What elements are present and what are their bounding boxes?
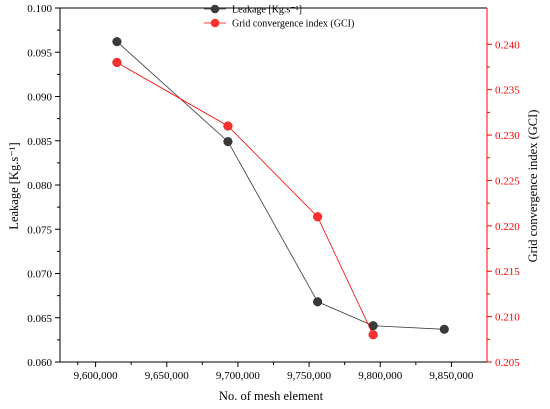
y-tick-label: 0.080: [27, 180, 52, 192]
legend-marker-gci: [210, 18, 220, 28]
x-tick-label: 9,850,000: [429, 370, 474, 382]
x-tick-label: 9,650,000: [145, 370, 190, 382]
y2-tick-label: 0.210: [495, 312, 520, 324]
data-point-gci: [313, 212, 323, 222]
legend-label-leakage: Leakage [Kg.s⁻¹]: [232, 5, 302, 16]
data-point-leakage: [112, 37, 122, 47]
y2-tick-label: 0.235: [495, 85, 520, 97]
x-tick-label: 9,750,000: [287, 370, 332, 382]
series-line-gci: [116, 62, 374, 335]
y-axis-right: 0.205 0.210 0.215 0.220 0.225 0.230 0.235 0.240: [487, 39, 520, 369]
legend-label-gci: Grid convergence index (GCI): [232, 19, 354, 30]
data-point-leakage: [223, 137, 233, 147]
y-axis-left: 0.060 0.065 0.070 0.075 0.080 0.085 0.090 0.095…: [27, 3, 60, 369]
y2-tick-label: 0.230: [495, 130, 520, 142]
x-tick-label: 9,800,000: [358, 370, 403, 382]
y2-tick-label: 0.225: [495, 175, 520, 187]
legend: Leakage [Kg.s⁻¹] Grid convergence index …: [204, 5, 354, 30]
y2-tick-label: 0.240: [495, 39, 520, 51]
y-tick-label: 0.090: [27, 92, 52, 104]
y-tick-label: 0.075: [27, 224, 52, 236]
data-point-gci: [368, 330, 378, 340]
data-point-leakage: [439, 324, 449, 334]
x-tick-label: 9,600,000: [74, 370, 119, 382]
y2-axis-label: Grid convergence index (GCI): [526, 110, 540, 263]
y-tick-label: 0.070: [27, 269, 52, 281]
y-tick-label: 0.100: [27, 3, 52, 15]
series-line-leakage: [116, 41, 445, 330]
y2-tick-label: 0.205: [495, 357, 520, 369]
legend-marker-leakage: [210, 4, 220, 14]
data-point-gci: [223, 121, 233, 131]
y-axis-label: Leakage [Kg.s⁻¹]: [7, 142, 21, 229]
x-axis: 9,600,000 9,650,000 9,700,000 9,750,000 9,80…: [74, 362, 474, 382]
x-axis-label: No. of mesh element: [219, 389, 324, 403]
y-tick-label: 0.060: [27, 357, 52, 369]
y-tick-label: 0.095: [27, 47, 52, 59]
data-point-gci: [112, 57, 122, 68]
plot-frame: [59, 7, 488, 363]
series-layer: [112, 37, 449, 340]
x-tick-label: 9,700,000: [216, 370, 261, 382]
y2-tick-label: 0.220: [495, 221, 520, 233]
y-tick-label: 0.065: [27, 313, 52, 325]
y-tick-label: 0.085: [27, 136, 52, 148]
data-point-leakage: [313, 297, 323, 307]
y2-tick-label: 0.215: [495, 266, 520, 278]
